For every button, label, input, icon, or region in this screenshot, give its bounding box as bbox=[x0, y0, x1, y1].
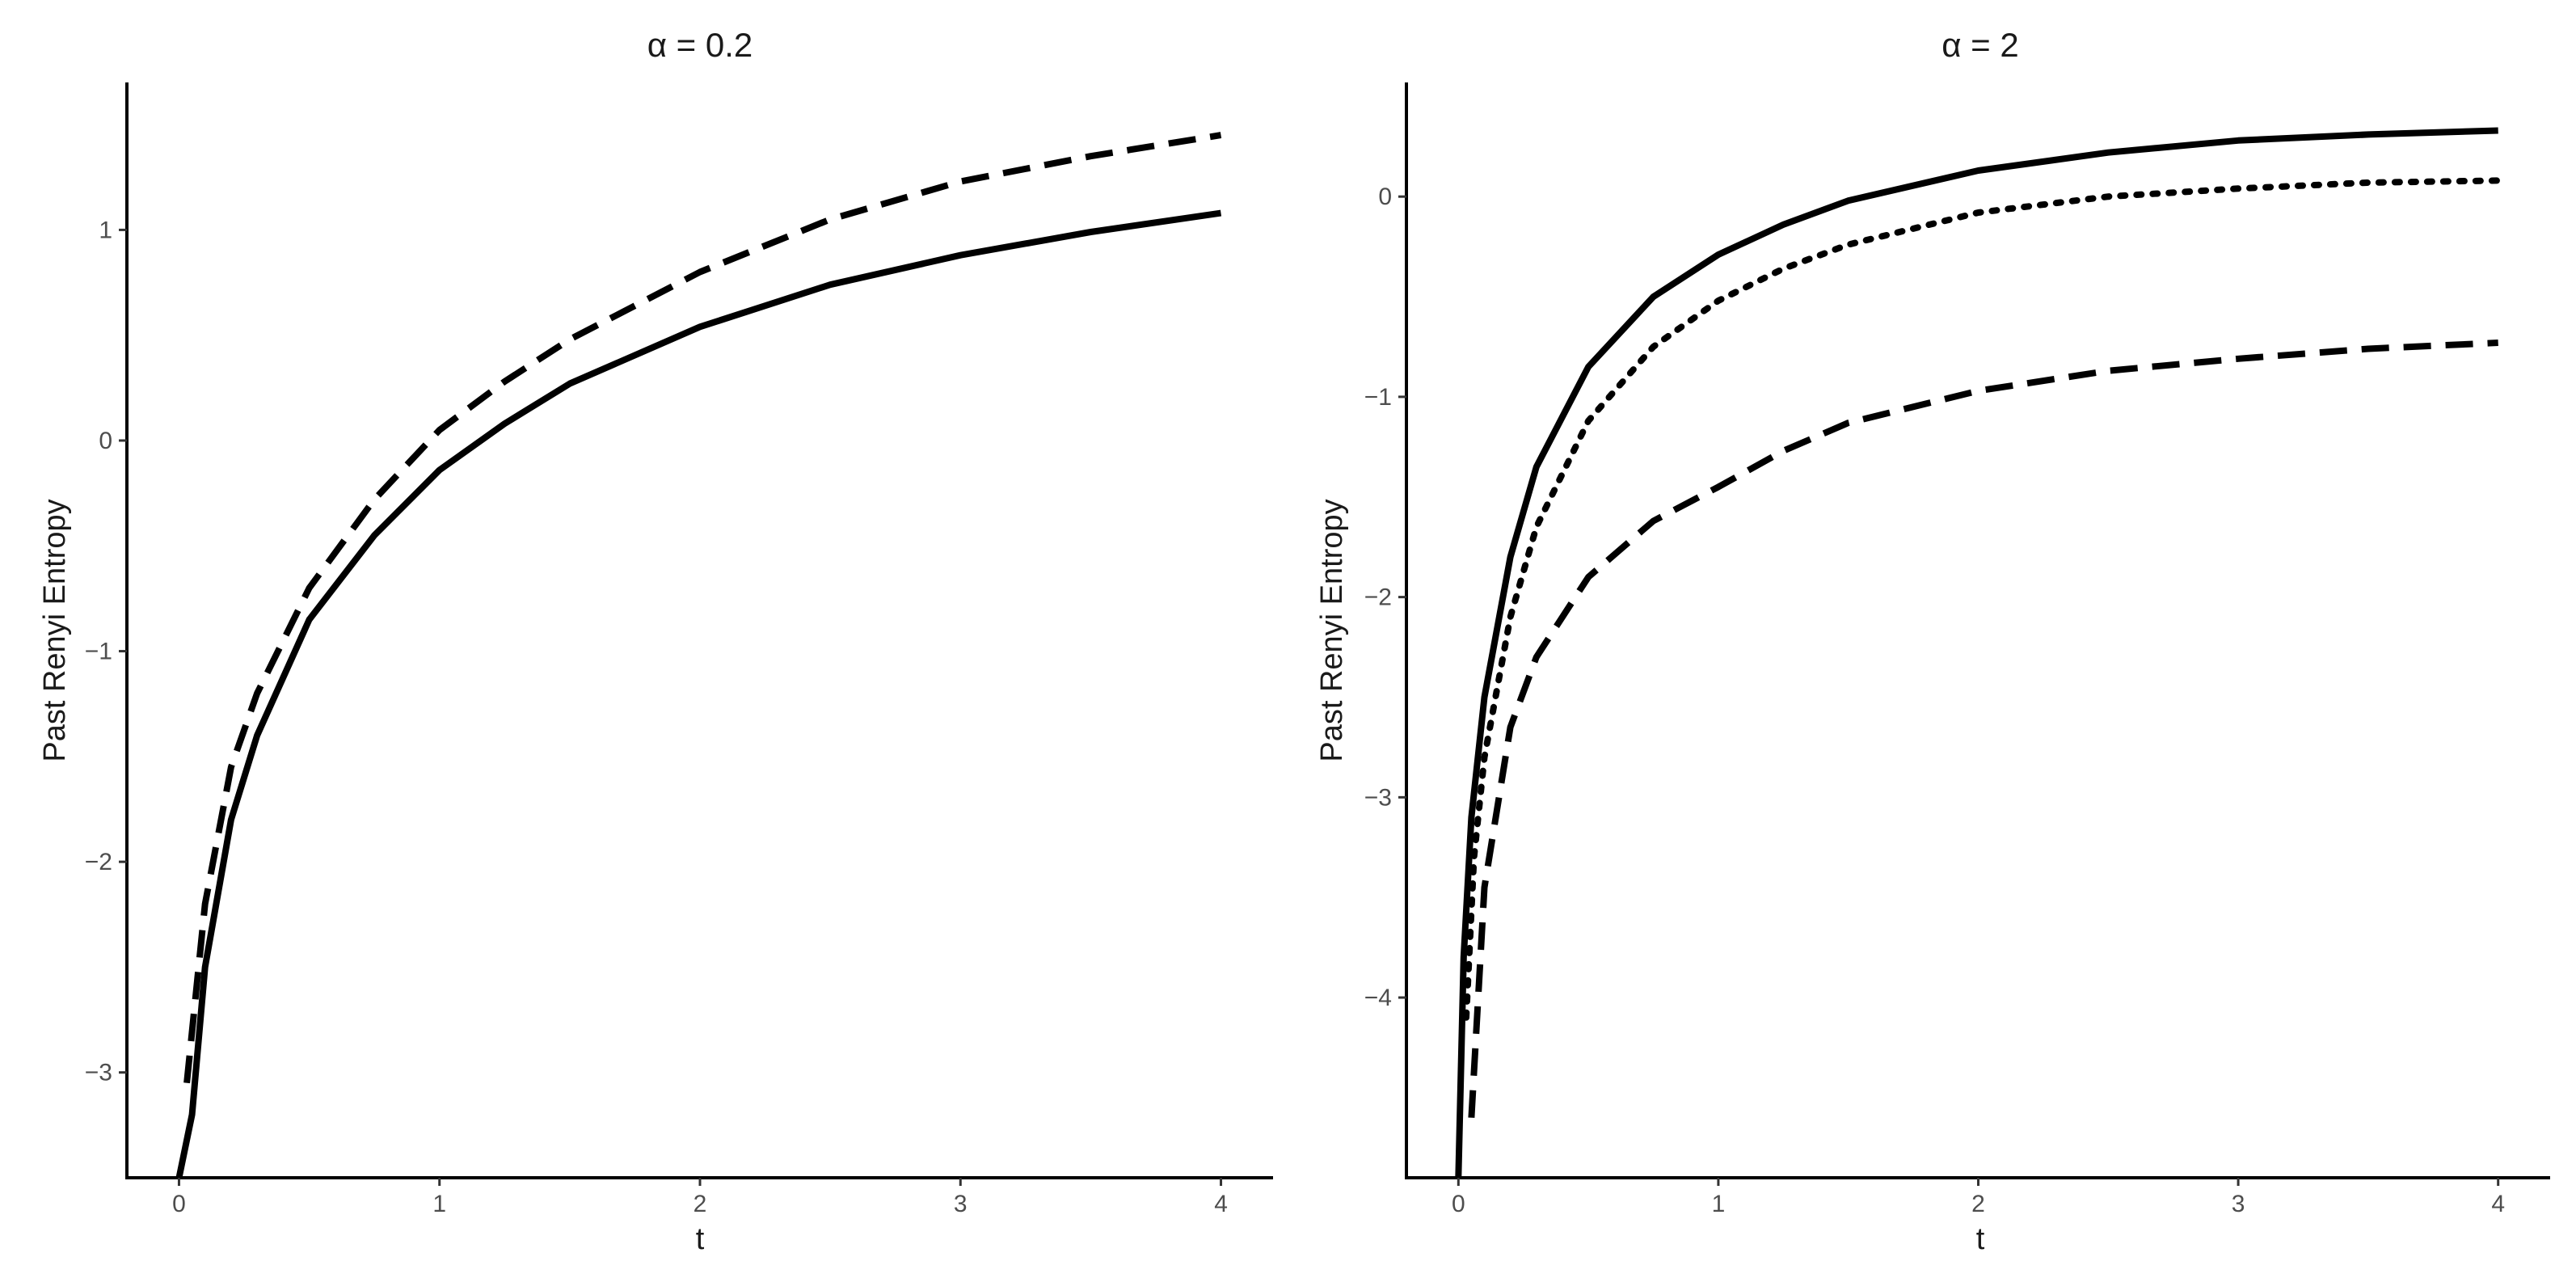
y-tick-label: −3 bbox=[1364, 784, 1392, 811]
x-tick-label: 0 bbox=[172, 1191, 186, 1217]
series-line-dotted bbox=[1463, 177, 2502, 1021]
y-tick-label: −1 bbox=[1364, 384, 1392, 411]
y-tick-label: −2 bbox=[1364, 584, 1392, 611]
y-tick-label: 0 bbox=[1378, 183, 1392, 210]
y-axis-title: Past Renyi Entropy bbox=[1315, 499, 1349, 761]
y-ticks: −3 −2 −1 0 1 bbox=[85, 217, 127, 1086]
series-group bbox=[1455, 127, 2502, 1179]
x-tick-label: 3 bbox=[954, 1191, 968, 1217]
panel-title: α = 0.2 bbox=[647, 26, 753, 64]
x-tick-label: 1 bbox=[432, 1191, 446, 1217]
x-tick-label: 1 bbox=[1712, 1191, 1726, 1217]
y-tick-label: −3 bbox=[85, 1060, 112, 1086]
series-line-solid bbox=[1455, 127, 2498, 1179]
y-ticks: −4 −3 −2 −1 0 bbox=[1364, 183, 1406, 1011]
y-tick-label: 1 bbox=[99, 217, 112, 243]
series-line-solid bbox=[175, 209, 1222, 1179]
x-tick-label: 4 bbox=[1214, 1191, 1228, 1217]
x-ticks: 0 1 2 3 4 bbox=[1452, 1178, 2505, 1217]
x-tick-label: 2 bbox=[694, 1191, 707, 1217]
x-tick-label: 0 bbox=[1452, 1191, 1465, 1217]
y-tick-label: −1 bbox=[85, 639, 112, 665]
series-group bbox=[175, 132, 1222, 1179]
x-ticks: 0 1 2 3 4 bbox=[172, 1178, 1228, 1217]
series-line-dashed bbox=[183, 132, 1222, 1084]
x-tick-label: 2 bbox=[1971, 1191, 1985, 1217]
y-tick-label: 0 bbox=[99, 428, 112, 454]
x-axis-title: t bbox=[1976, 1222, 1985, 1256]
y-tick-label: −2 bbox=[85, 849, 112, 875]
y-axis-title: Past Renyi Entropy bbox=[38, 499, 72, 761]
x-axis-title: t bbox=[696, 1222, 705, 1256]
y-tick-label: −4 bbox=[1364, 985, 1392, 1011]
series-line-dashed bbox=[1468, 340, 2498, 1118]
x-tick-label: 3 bbox=[2232, 1191, 2245, 1217]
panel-title: α = 2 bbox=[1941, 26, 2019, 64]
x-tick-label: 4 bbox=[2491, 1191, 2505, 1217]
